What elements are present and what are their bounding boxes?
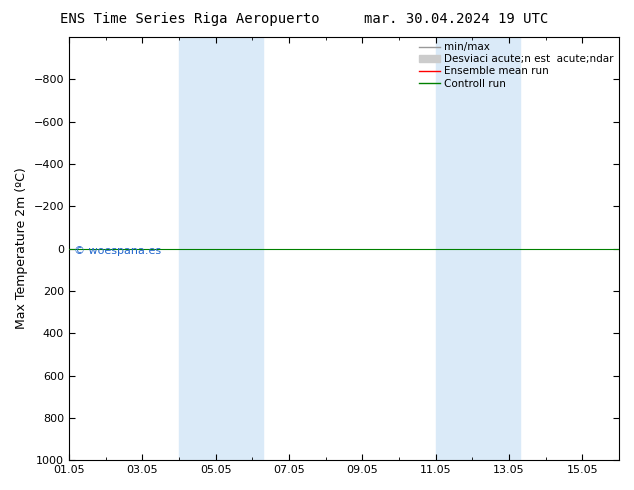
Y-axis label: Max Temperature 2m (ºC): Max Temperature 2m (ºC) (15, 168, 28, 329)
Bar (179, 37, 263, 460)
Bar (436, 37, 520, 460)
Text: © woespana.es: © woespana.es (74, 246, 162, 256)
Text: mar. 30.04.2024 19 UTC: mar. 30.04.2024 19 UTC (365, 12, 548, 26)
Text: ENS Time Series Riga Aeropuerto: ENS Time Series Riga Aeropuerto (60, 12, 320, 26)
Legend: min/max, Desviaci acute;n est  acute;ndar, Ensemble mean run, Controll run: min/max, Desviaci acute;n est acute;ndar… (419, 42, 614, 89)
